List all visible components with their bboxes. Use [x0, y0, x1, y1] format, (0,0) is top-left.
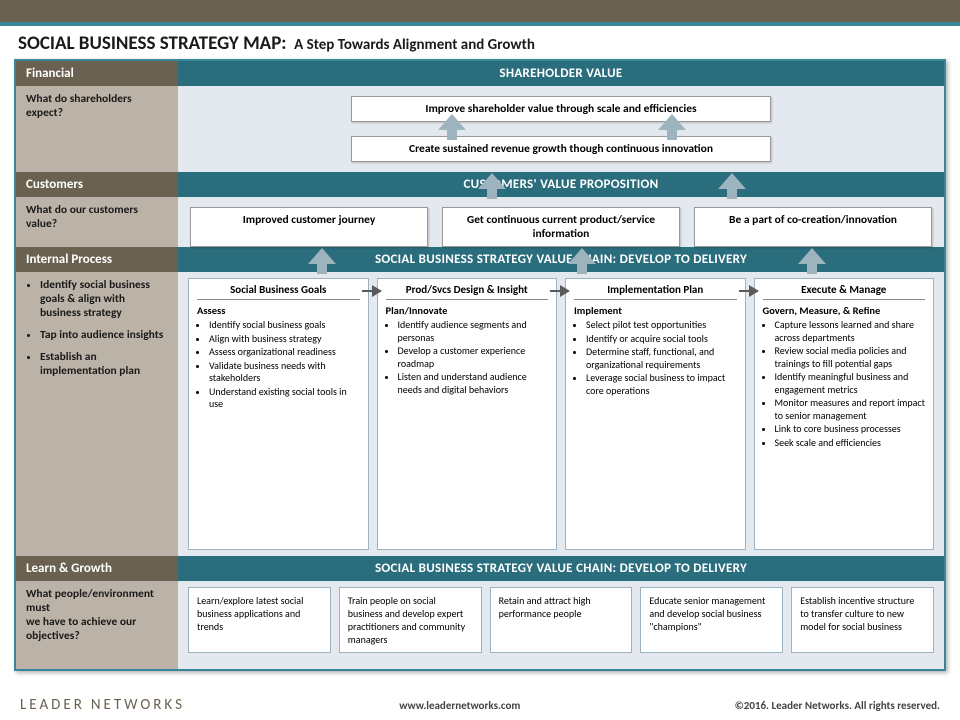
learn-header-row: Learn & Growth SOCIAL BUSINESS STRATEGY … [16, 556, 944, 581]
chain-item: Understand existing social tools in use [209, 386, 360, 411]
financial-body-row: What do shareholders expect? Improve sha… [16, 86, 944, 172]
arrow-up-icon [478, 173, 506, 189]
chain-item: Determine staff, functional, and organiz… [586, 346, 737, 371]
learn-item: Retain and attract high performance peop… [490, 587, 633, 653]
arrow-up-icon [718, 173, 746, 189]
title-sub: A Step Towards Alignment and Growth [294, 36, 535, 54]
customer-goal-2: Get continuous current product/service i… [442, 207, 680, 247]
customer-goal-3: Be a part of co-creation/innovation [694, 207, 932, 247]
chain-item: Monitor measures and report impact to se… [775, 397, 926, 422]
chain-item: Identify audience segments and personas [398, 319, 549, 344]
chain-item: Identify or acquire social tools [586, 333, 737, 346]
chain-item: Validate business needs with stakeholder… [209, 360, 360, 385]
arrow-up-icon [658, 114, 686, 130]
customers-body-row: What do our customers value? Improved cu… [16, 197, 944, 247]
arrow-right-icon [372, 285, 382, 297]
chain-column: Implementation Plan Implement Select pilot… [565, 278, 746, 550]
chain-item: Develop a customer experience roadmap [398, 345, 549, 370]
internal-side: Identify social business goals & align w… [16, 272, 178, 556]
internal-side-bullet: Establish an implementation plan [40, 350, 168, 378]
strategy-map-frame: Financial SHAREHOLDER VALUE What do shar… [14, 59, 946, 671]
chain-title: Implementation Plan [574, 283, 737, 300]
internal-body-row: Identify social business goals & align w… [16, 272, 944, 556]
learn-header: SOCIAL BUSINESS STRATEGY VALUE CHAIN: DE… [178, 556, 944, 581]
chain-item: Leverage social business to impact core … [586, 372, 737, 397]
chain-item: Listen and understand audience needs and… [398, 371, 549, 396]
customer-goal-1: Improved customer journey [190, 207, 428, 247]
internal-label: Internal Process [16, 247, 178, 272]
footer-url: www.leadernetworks.com [185, 699, 735, 712]
financial-header: SHAREHOLDER VALUE [178, 61, 944, 86]
arrow-right-icon [749, 285, 759, 297]
chain-item: Identify meaningful business and engagem… [775, 371, 926, 396]
chain-column: Execute & Manage Govern, Measure, & Refin… [754, 278, 935, 550]
internal-side-bullet: Tap into audience insights [40, 328, 168, 342]
learn-item: Learn/explore latest social business app… [188, 587, 331, 653]
logo: LEADERNETWORKS [20, 696, 185, 714]
customers-body: Improved customer journey Get continuous… [178, 197, 944, 247]
customers-label: Customers [16, 172, 178, 197]
chain-subtitle: Plan/Innovate [386, 304, 549, 317]
arrow-right-icon [560, 285, 570, 297]
chain-column: Social Business Goals Assess Identify soci… [188, 278, 369, 550]
chain-title: Prod/Svcs Design & Insight [386, 283, 549, 300]
financial-goal-1: Improve shareholder value through scale … [351, 96, 771, 122]
chain-item: Align with business strategy [209, 333, 360, 346]
learn-item: Train people on social business and deve… [339, 587, 482, 653]
page-title: SOCIAL BUSINESS STRATEGY MAP: A Step Tow… [0, 26, 960, 59]
learn-item: Establish incentive structure to transfe… [791, 587, 934, 653]
chain-title: Execute & Manage [763, 283, 926, 300]
financial-label: Financial [16, 61, 178, 86]
top-bar [0, 0, 960, 22]
learn-item: Educate senior management and develop so… [640, 587, 783, 653]
chain-item: Link to core business processes [775, 423, 926, 436]
financial-goal-2: Create sustained revenue growth though c… [351, 136, 771, 162]
chain-title: Social Business Goals [197, 283, 360, 300]
footer-copyright: ©2016. Leader Networks. All rights reser… [735, 699, 940, 712]
chain-subtitle: Implement [574, 304, 737, 317]
arrow-up-icon [798, 248, 826, 264]
customers-header: CUSTOMERS' VALUE PROPOSITION [178, 172, 944, 197]
chain-item: Select pilot test opportunities [586, 319, 737, 332]
customers-side: What do our customers value? [16, 197, 178, 247]
learn-side: What people/environment must we have to … [16, 581, 178, 669]
arrow-up-icon [568, 248, 596, 264]
chain-subtitle: Assess [197, 304, 360, 317]
chain-item: Review social media policies and trainin… [775, 345, 926, 370]
learn-body-row: What people/environment must we have to … [16, 581, 944, 669]
title-main: SOCIAL BUSINESS STRATEGY MAP: [18, 32, 287, 55]
arrow-up-icon [308, 248, 336, 264]
learn-label: Learn & Growth [16, 556, 178, 581]
internal-body: Social Business Goals Assess Identify soci… [178, 272, 944, 556]
chain-subtitle: Govern, Measure, & Refine [763, 304, 926, 317]
internal-side-bullet: Identify social business goals & align w… [40, 278, 168, 320]
chain-item: Assess organizational readiness [209, 346, 360, 359]
chain-column: Prod/Svcs Design & Insight Plan/Innovate I… [377, 278, 558, 550]
chain-item: Seek scale and efficiencies [775, 437, 926, 450]
chain-item: Capture lessons learned and share across… [775, 319, 926, 344]
footer: LEADERNETWORKS www.leadernetworks.com ©2… [0, 696, 960, 714]
arrow-up-icon [438, 114, 466, 130]
financial-side: What do shareholders expect? [16, 86, 178, 172]
financial-body: Improve shareholder value through scale … [178, 86, 944, 172]
learn-body: Learn/explore latest social business app… [178, 581, 944, 669]
financial-header-row: Financial SHAREHOLDER VALUE [16, 61, 944, 86]
chain-item: Identify social business goals [209, 319, 360, 332]
